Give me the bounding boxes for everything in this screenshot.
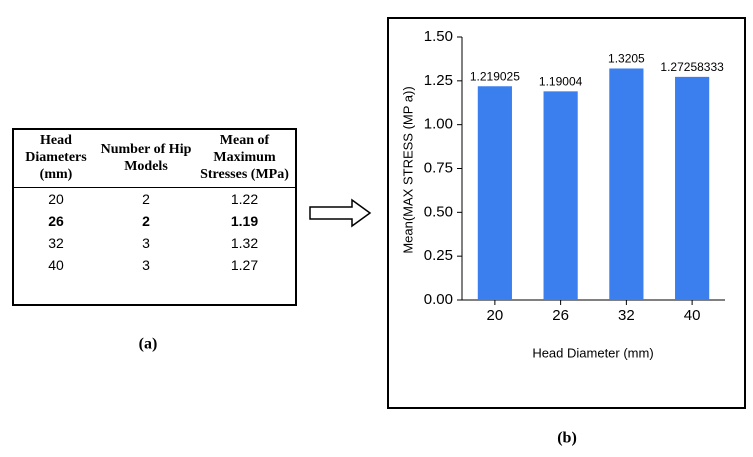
cell: 2 — [142, 191, 150, 207]
cell: 3 — [142, 257, 150, 273]
y-tick-label: 0.75 — [424, 159, 453, 176]
value-label: 1.3205 — [608, 52, 645, 66]
cell: 1.32 — [230, 235, 259, 251]
x-tick-label: 32 — [618, 307, 635, 324]
bar — [609, 68, 644, 300]
value-label: 1.19004 — [539, 75, 583, 89]
chart-frame — [387, 17, 746, 409]
caption-a: (a) — [139, 336, 158, 353]
table: Head Diameters (mm) Number of Hip Models… — [12, 128, 297, 306]
y-tick-label: 0.25 — [424, 247, 453, 264]
y-axis-label: Mean(MAX STRESS (MP a)) — [400, 86, 415, 253]
value-label: 1.27258333 — [660, 60, 724, 74]
y-tick-label: 1.00 — [424, 116, 453, 133]
cell: 1.19 — [230, 213, 259, 229]
cell: 2 — [142, 213, 150, 229]
bar — [477, 86, 512, 300]
data-table: Head Diameters (mm) Number of Hip Models… — [14, 130, 295, 276]
x-tick-label: 26 — [552, 307, 569, 324]
cell: 20 — [48, 191, 64, 207]
bar — [675, 76, 710, 301]
header-cell: Head Diameters (mm) — [14, 130, 98, 188]
bar — [543, 91, 578, 301]
arrow — [309, 198, 372, 228]
value-label: 1.219025 — [470, 69, 520, 83]
cell: 26 — [48, 213, 64, 229]
cell: 1.22 — [230, 191, 259, 207]
header-cell: Mean of Maximum Stresses (MPa) — [194, 130, 295, 188]
cell: 1.27 — [230, 257, 259, 273]
x-axis-label: Head Diameter (mm) — [532, 345, 653, 360]
caption-b: (b) — [557, 430, 577, 447]
x-tick-label: 20 — [487, 307, 504, 324]
cell: 40 — [48, 257, 64, 273]
y-tick-label: 1.50 — [424, 28, 453, 45]
x-tick-label: 40 — [684, 307, 701, 324]
y-tick-label: 1.25 — [424, 72, 453, 89]
y-tick-label: 0.50 — [424, 203, 453, 220]
header-cell: Number of Hip Models — [98, 130, 194, 188]
cell: 32 — [48, 235, 64, 251]
y-tick-label: 0.00 — [424, 291, 453, 308]
cell: 3 — [142, 235, 150, 251]
